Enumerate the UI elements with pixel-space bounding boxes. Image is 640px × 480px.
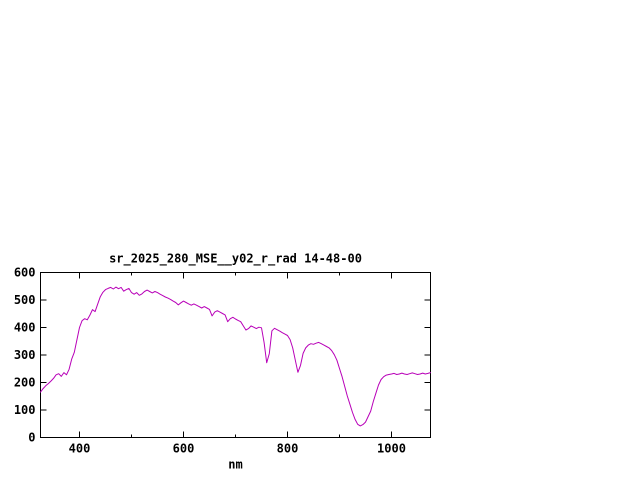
y-tick-label: 100 <box>14 403 36 417</box>
y-tick-label: 200 <box>14 376 36 390</box>
y-tick-label: 500 <box>14 293 36 307</box>
y-tick-label: 600 <box>14 266 36 280</box>
x-axis-label: nm <box>228 458 242 472</box>
axis-ticks <box>40 272 431 438</box>
x-tick-label: 600 <box>173 442 195 456</box>
plot-border <box>40 272 431 438</box>
axis-tick-labels: 0 100 200 300 400 500 600 400 600 800 1000 <box>14 266 406 456</box>
y-tick-label: 0 <box>28 431 35 445</box>
series-group <box>40 286 431 427</box>
y-tick-label: 400 <box>14 321 36 335</box>
x-tick-label: 400 <box>69 442 91 456</box>
y-tick-label: 300 <box>14 348 36 362</box>
x-tick-label: 1000 <box>377 442 406 456</box>
x-tick-label: 800 <box>277 442 299 456</box>
series-line <box>40 286 431 427</box>
chart-title: sr_2025_280_MSE__y02_r_rad 14-48-00 <box>109 252 362 267</box>
